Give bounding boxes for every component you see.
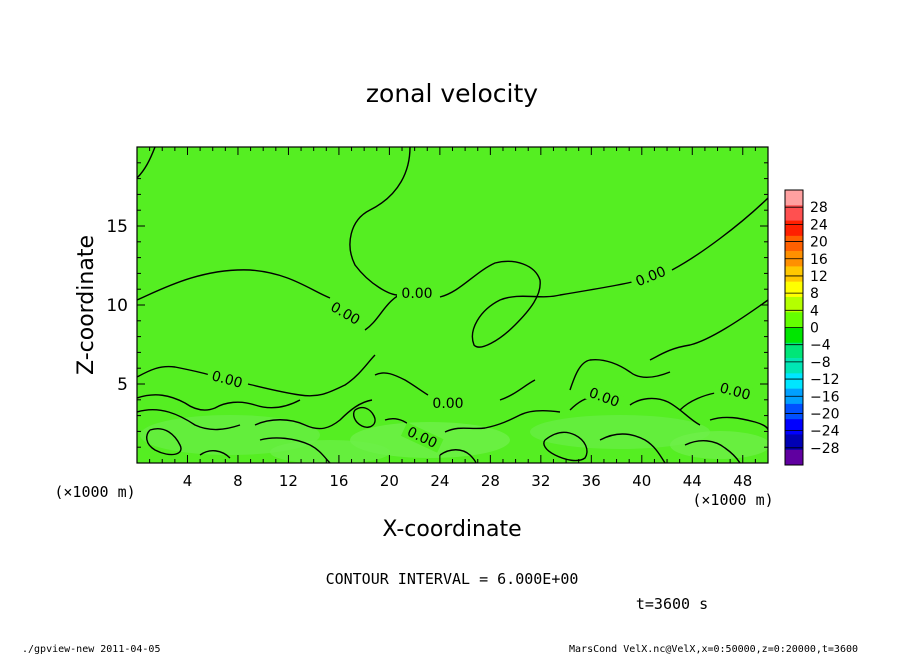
x-tick-label: 12	[279, 472, 298, 490]
colorbar-cell	[785, 190, 803, 206]
x-tick-label: 24	[430, 472, 449, 490]
contour-label: 0.00	[718, 380, 752, 404]
colorbar-label: 0	[810, 321, 819, 337]
colorbar-cell	[785, 266, 803, 282]
colorbar-cell	[785, 419, 803, 435]
colorbar-cell	[785, 296, 803, 313]
y-tick-label: 15	[106, 217, 128, 237]
colorbar-cell	[785, 373, 803, 389]
colorbar-cell	[785, 358, 803, 374]
footer-left: ./gpview-new 2011-04-05	[22, 644, 160, 654]
x-tick-label: 4	[183, 472, 193, 490]
colorbar-label: −24	[810, 424, 840, 440]
time-label: t=3600 s	[636, 595, 708, 613]
colorbar-cell	[785, 220, 803, 237]
colorbar-label: 24	[810, 217, 828, 233]
contour-label: 0.00	[432, 396, 463, 412]
chart-title: zonal velocity	[366, 79, 538, 108]
colorbar-label: 28	[810, 200, 828, 216]
colorbar-label: 20	[810, 235, 828, 251]
colorbar-label: −28	[810, 441, 840, 457]
colorbar-label: 4	[810, 303, 819, 319]
colorbar-label: −20	[810, 406, 840, 422]
x-tick-label: 8	[233, 472, 243, 490]
contour-lines	[137, 147, 768, 463]
plot-area: 0.00 0.00 0.00 0.00 0.00 0.00 0.00	[106, 146, 769, 490]
colorbar-label: 8	[810, 286, 819, 302]
colorbar-label: −8	[810, 355, 831, 371]
x-tick-label: 44	[683, 472, 702, 490]
x-tick-label: 32	[531, 472, 550, 490]
colorbar-cell	[785, 205, 803, 221]
y-tick-label: 5	[117, 375, 128, 395]
contour-label: 0.00	[210, 368, 244, 392]
y-axis: 5 10 15	[106, 162, 768, 448]
colorbar-cell	[785, 327, 803, 344]
colorbar-label: −12	[810, 372, 840, 388]
y-tick-label: 10	[106, 296, 128, 316]
y-unit-label: (×1000 m)	[54, 483, 135, 501]
footer-right: MarsCond_VelX.nc@VelX,x=0:50000,z=0:2000…	[569, 644, 858, 654]
contour-interval-note: CONTOUR INTERVAL = 6.000E+00	[326, 570, 579, 588]
colorbar-cell	[785, 235, 803, 252]
colorbar-cell	[785, 281, 803, 298]
x-axis: 4 8 12 16 20 24 28 32 36 40 44 48	[149, 147, 756, 490]
colorbar-label: 16	[810, 252, 828, 268]
x-unit-label: (×1000 m)	[692, 491, 773, 509]
y-axis-label: Z-coordinate	[74, 235, 99, 375]
contour-label: 0.00	[401, 286, 432, 302]
x-tick-label: 20	[380, 472, 399, 490]
colorbar-label: −16	[810, 389, 840, 405]
colorbar-cell	[785, 403, 803, 420]
colorbar-label: −4	[810, 338, 831, 354]
colorbar-label: 12	[810, 269, 828, 285]
colorbar-cell	[785, 342, 803, 359]
x-tick-label: 36	[582, 472, 601, 490]
colorbar-cell	[785, 312, 803, 328]
low-level-shading	[140, 415, 768, 463]
colorbar-cell	[785, 434, 803, 451]
x-tick-label: 40	[632, 472, 651, 490]
x-tick-label: 28	[481, 472, 500, 490]
x-axis-label: X-coordinate	[382, 517, 521, 542]
x-tick-label: 48	[733, 472, 752, 490]
colorbar-cell	[785, 449, 803, 466]
x-tick-label: 16	[329, 472, 348, 490]
